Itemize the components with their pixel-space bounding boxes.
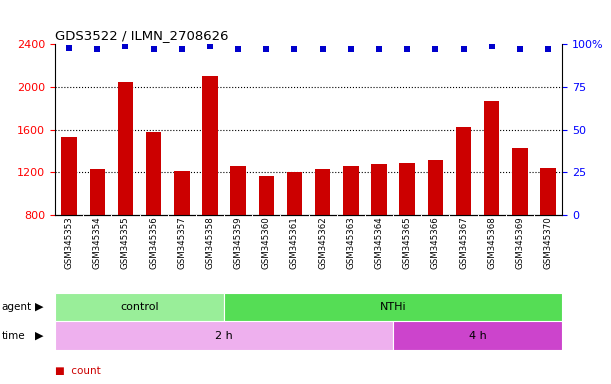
Text: agent: agent xyxy=(1,302,31,312)
Point xyxy=(515,46,525,52)
Bar xyxy=(512,148,528,215)
Point xyxy=(262,46,271,52)
Bar xyxy=(540,167,556,215)
Text: time: time xyxy=(1,331,25,341)
Bar xyxy=(484,101,499,215)
Bar xyxy=(89,169,105,215)
Point xyxy=(459,46,469,52)
Bar xyxy=(55,293,224,321)
Text: GDS3522 / ILMN_2708626: GDS3522 / ILMN_2708626 xyxy=(55,28,229,41)
Bar xyxy=(202,76,218,215)
Bar xyxy=(315,169,331,215)
Point xyxy=(402,46,412,52)
Bar xyxy=(174,171,189,215)
Bar xyxy=(258,175,274,215)
Bar xyxy=(287,172,302,215)
Bar xyxy=(393,321,562,350)
Text: ▶: ▶ xyxy=(35,302,43,312)
Point xyxy=(290,46,299,52)
Point xyxy=(92,46,102,52)
Bar xyxy=(61,137,77,215)
Bar xyxy=(224,293,562,321)
Text: 4 h: 4 h xyxy=(469,331,486,341)
Bar xyxy=(400,163,415,215)
Point xyxy=(346,46,356,52)
Bar xyxy=(118,81,133,215)
Point xyxy=(487,43,497,49)
Bar xyxy=(146,132,161,215)
Text: ■  count: ■ count xyxy=(55,366,101,376)
Bar xyxy=(456,127,471,215)
Point xyxy=(120,43,130,49)
Point xyxy=(543,46,553,52)
Point xyxy=(205,43,215,49)
Point xyxy=(177,46,187,52)
Text: 2 h: 2 h xyxy=(215,331,233,341)
Point xyxy=(318,46,327,52)
Point xyxy=(64,45,74,51)
Text: ▶: ▶ xyxy=(35,331,43,341)
Bar xyxy=(371,164,387,215)
Point xyxy=(374,46,384,52)
Point xyxy=(148,46,158,52)
Bar xyxy=(343,166,359,215)
Point xyxy=(233,46,243,52)
Point xyxy=(430,46,440,52)
Text: NTHi: NTHi xyxy=(380,302,406,312)
Bar xyxy=(428,159,443,215)
Bar xyxy=(230,166,246,215)
Bar xyxy=(55,321,393,350)
Text: control: control xyxy=(120,302,159,312)
